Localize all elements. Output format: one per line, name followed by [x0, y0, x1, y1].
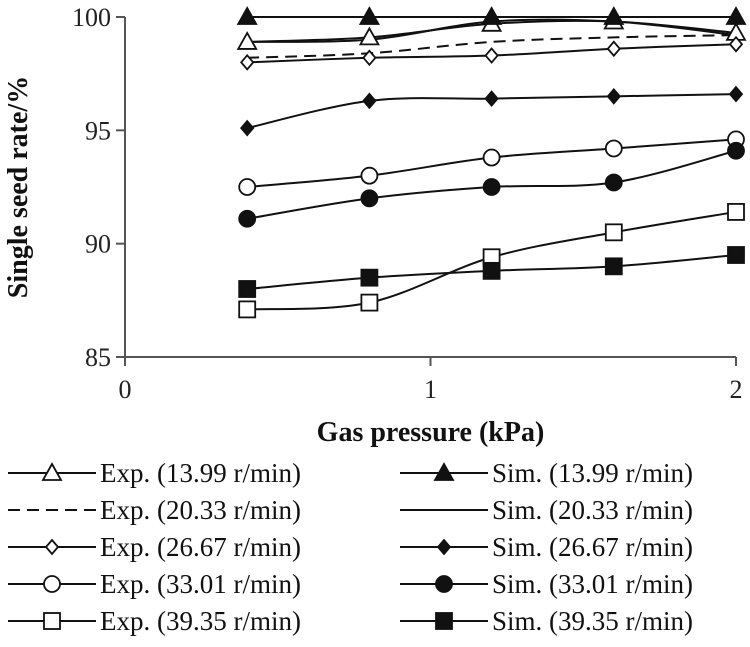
y-axis-title: Single seed rate/% — [3, 76, 34, 298]
data-point — [236, 6, 258, 25]
legend-label: Exp. (33.01 r/min) — [100, 569, 301, 599]
data-point — [482, 261, 501, 280]
x-tick-label: 1 — [424, 375, 437, 404]
legend-marker — [436, 538, 452, 556]
data-point — [240, 119, 255, 137]
legend-marker — [433, 462, 455, 481]
data-point — [482, 148, 501, 167]
data-point — [725, 6, 747, 25]
y-tick-label: 90 — [85, 230, 111, 259]
legend-label: Exp. (13.99 r/min) — [100, 458, 301, 488]
legend-marker — [43, 612, 61, 630]
legend-marker — [435, 575, 453, 593]
legend-marker — [43, 575, 61, 593]
data-point — [603, 6, 625, 25]
data-point — [360, 268, 379, 287]
data-point — [238, 280, 257, 298]
legend-marker — [435, 612, 453, 630]
data-point — [604, 173, 623, 192]
x-tick-label: 0 — [119, 375, 132, 404]
data-point — [360, 293, 379, 312]
data-point — [240, 53, 255, 71]
legend-label: Sim. (13.99 r/min) — [492, 458, 693, 488]
legend-label: Sim. (20.33 r/min) — [492, 495, 693, 525]
data-point — [481, 6, 503, 25]
data-point — [358, 6, 380, 25]
data-point — [606, 87, 621, 105]
data-point — [362, 92, 377, 110]
chart-series — [236, 6, 747, 319]
data-point — [238, 178, 257, 196]
data-point — [727, 203, 745, 221]
legend-label: Exp. (26.67 r/min) — [100, 532, 301, 562]
data-point — [484, 90, 499, 107]
legend-label: Sim. (39.35 r/min) — [492, 606, 693, 636]
legend-marker — [44, 538, 60, 556]
data-point — [728, 35, 744, 53]
data-point — [604, 257, 623, 276]
legend-label: Sim. (33.01 r/min) — [492, 569, 693, 599]
data-point — [606, 40, 621, 58]
legend-label: Exp. (20.33 r/min) — [100, 495, 301, 525]
data-point — [358, 26, 380, 46]
y-tick-label: 95 — [85, 116, 111, 145]
data-point — [484, 47, 499, 64]
data-point — [727, 246, 745, 264]
data-point — [727, 141, 745, 160]
series-line — [247, 34, 737, 59]
data-point — [238, 209, 257, 228]
data-point — [360, 166, 379, 185]
data-point — [360, 189, 379, 208]
x-axis-title: Gas pressure (kPa) — [317, 417, 545, 448]
chart-axes: 85 90 95 100 0 1 2 — [72, 3, 743, 404]
data-point — [362, 49, 377, 67]
data-point — [236, 31, 258, 50]
chart-legend: Exp. (13.99 r/min) Sim. (13.99 r/min) Exp.… — [8, 458, 693, 636]
y-tick-label: 100 — [72, 3, 111, 32]
legend-label: Sim. (26.67 r/min) — [492, 532, 693, 562]
data-point — [728, 85, 744, 103]
data-point — [238, 300, 257, 319]
data-point — [604, 223, 623, 242]
x-tick-label: 2 — [730, 375, 743, 404]
legend-marker — [41, 462, 63, 481]
data-point — [604, 139, 623, 158]
data-point — [482, 178, 501, 196]
y-tick-label: 85 — [85, 343, 111, 372]
legend-label: Exp. (39.35 r/min) — [100, 606, 301, 636]
